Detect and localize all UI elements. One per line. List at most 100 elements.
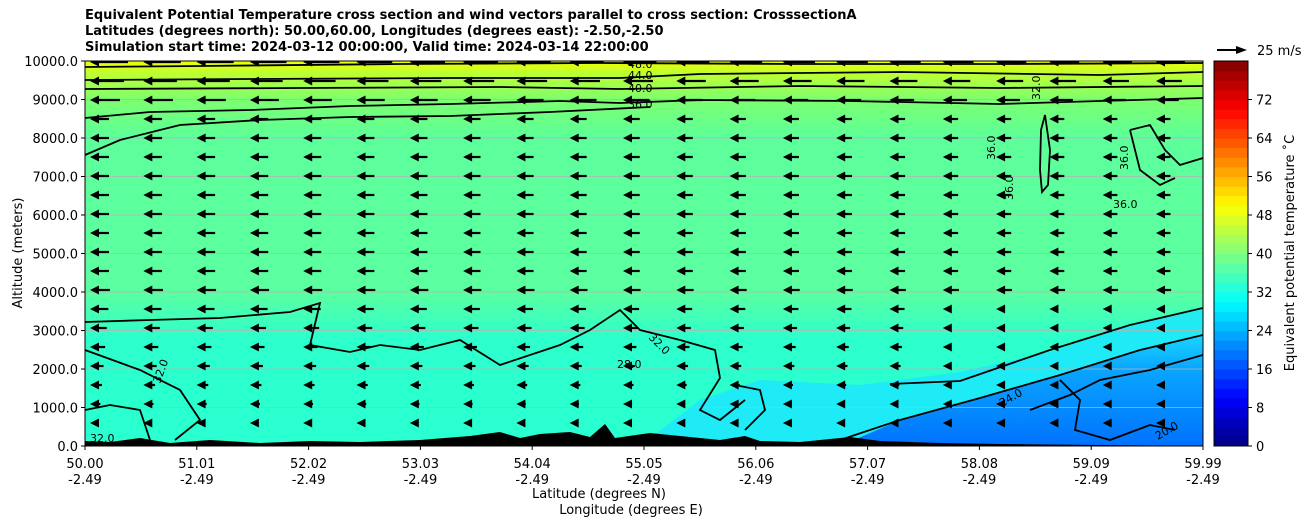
wind-vector-head [782,247,792,257]
wind-vector-head [889,361,899,371]
wind-vector-head [196,361,206,371]
wind-vector-head [303,114,313,124]
wind-vector-head [782,361,792,371]
wind-vector-head [782,133,792,143]
wind-vector-head [1049,228,1059,238]
wind-vector-head [463,228,473,238]
wind-vector-head [942,323,952,333]
wind-vector-head [782,190,792,200]
x-tick-label-lat: 56.06 [737,457,774,472]
wind-vector-head [143,228,153,238]
wind-vector-head [676,209,686,219]
colorbar-tick-label: 16 [1256,363,1273,378]
wind-vector-head [196,209,206,219]
wind-vector-head [196,285,206,295]
wind-vector-head [569,285,579,295]
wind-vector-head [836,190,846,200]
colorbar-segment [1214,436,1248,447]
wind-vector-head [356,209,366,219]
wind-vector-head [889,152,899,162]
wind-vector-head [1156,304,1165,314]
colorbar-segment [1214,176,1248,187]
colorbar-segment [1214,215,1248,226]
x-tick-label-lat: 52.02 [290,457,327,472]
wind-vector-head [676,380,686,390]
wind-vector-head [90,247,99,257]
wind-vector-head [1102,399,1112,409]
quiver-key-label: 25 m/s [1257,44,1302,59]
contour-label: 36.0 [1118,146,1131,171]
wind-vector-head [196,171,206,181]
wind-vector-head [676,190,686,200]
wind-vector-head [303,399,313,409]
wind-vector-head [143,323,153,333]
wind-vector-head [303,361,313,371]
wind-vector-head [836,304,846,314]
wind-vector-head [623,247,632,257]
wind-vector-head [729,342,739,352]
y-tick-label: 2000.0 [33,363,79,378]
wind-vector-head [836,380,846,390]
wind-vector-head [90,323,99,333]
wind-vector-head [409,247,419,257]
wind-vector-head [676,323,686,333]
wind-vector-head [782,380,792,390]
x-tick-label-lon: -2.49 [292,473,326,488]
wind-vector-head [996,342,1006,352]
wind-vector-head [729,285,739,295]
wind-vector-head [836,133,846,143]
wind-vectors [90,61,1185,428]
y-tick-label: 7000.0 [33,171,79,186]
wind-vector-head [463,323,473,333]
wind-vector-head [249,380,259,390]
wind-vector-head [676,285,686,295]
contour-label: 36.0 [985,136,998,161]
wind-vector-head [782,266,792,276]
contour-label: 36.0 [1003,176,1016,201]
wind-vector-head [1156,152,1165,162]
wind-vector-head [569,304,579,314]
wind-vector-head [996,114,1006,124]
wind-vector-head [996,247,1006,257]
wind-vector-head [356,61,366,67]
wind-vector-head [889,61,899,67]
wind-vector-head [836,76,846,86]
wind-vector-head [303,342,313,352]
wind-vector-head [782,304,792,314]
wind-vector-head [356,133,366,143]
wind-vector-head [1049,399,1059,409]
wind-vector-head [463,342,473,352]
wind-vector-head [463,266,473,276]
y-tick-label: 10000.0 [24,55,78,70]
wind-vector-head [942,418,952,428]
y-tick-label: 9000.0 [33,94,79,109]
wind-vector-head [729,133,739,143]
wind-vector-head [303,418,313,428]
wind-vector-head [996,133,1006,143]
wind-vector-head [1102,209,1112,219]
contour-label: 44.0 [628,69,653,82]
wind-vector-head [569,266,579,276]
wind-vector-head [623,266,632,276]
wind-vector-head [90,228,99,238]
colorbar-segment [1214,157,1248,168]
colorbar-label: Equivalent potential temperature ˚C [1282,135,1298,371]
wind-vector-head [249,152,259,162]
wind-vector-head [516,285,526,295]
wind-vector-head [782,399,792,409]
wind-vector-head [942,76,952,86]
wind-vector-head [569,323,579,333]
wind-vector-head [1049,133,1059,143]
colorbar-segment [1214,166,1248,177]
wind-vector-head [516,266,526,276]
wind-vector-head [836,95,846,105]
wind-vector-head [90,399,99,409]
wind-vector-head [729,323,739,333]
wind-vector-head [996,95,1006,105]
wind-vector-head [303,209,313,219]
wind-vector-head [1156,133,1165,143]
wind-vector-head [249,399,259,409]
wind-vector-head [782,114,792,124]
quiver-key-arrowhead [1236,46,1247,54]
wind-vector-head [729,76,739,86]
